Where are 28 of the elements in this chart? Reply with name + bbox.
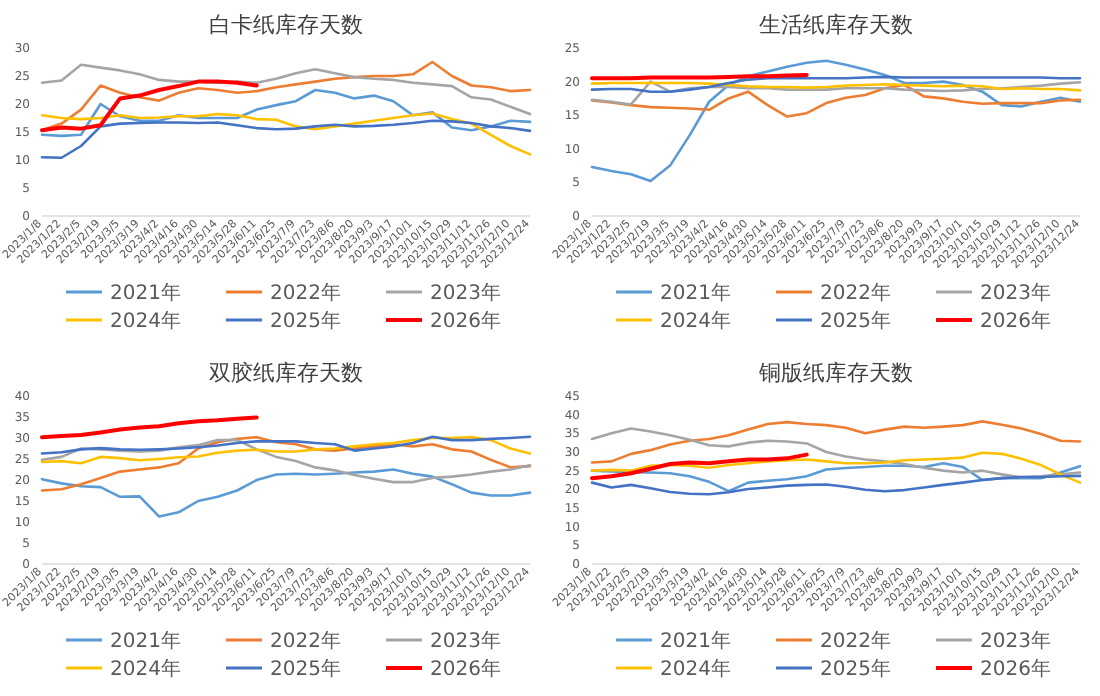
legend-label: 2025年 [820,309,891,333]
legend-label: 2022年 [820,629,891,653]
legend-label: 2022年 [270,281,341,305]
chart-title: 白卡纸库存天数 [209,12,363,38]
legend-label: 2021年 [110,281,181,305]
legend-label: 2025年 [270,309,341,333]
legend-label: 2023年 [430,629,501,653]
legend-label: 2023年 [980,629,1051,653]
chart-title: 生活纸库存天数 [759,12,913,38]
legend-label: 2023年 [430,281,501,305]
legend-label: 2021年 [110,629,181,653]
legend-label: 2026年 [980,657,1051,681]
legend-label: 2024年 [110,309,181,333]
legend-label: 2023年 [980,281,1051,305]
chart-title: 铜版纸库存天数 [757,360,913,386]
legend-label: 2026年 [980,309,1051,333]
legend-label: 2022年 [820,281,891,305]
legend-label: 2024年 [660,309,731,333]
legend-label: 2021年 [660,629,731,653]
chart-title: 双胶纸库存天数 [209,360,363,386]
legend-label: 2024年 [110,657,181,681]
legend-label: 2026年 [430,309,501,333]
legend-label: 2021年 [660,281,731,305]
legend-label: 2024年 [660,657,731,681]
legend-label: 2025年 [270,657,341,681]
legend-label: 2026年 [430,657,501,681]
legend-label: 2022年 [270,629,341,653]
legend-label: 2025年 [820,657,891,681]
